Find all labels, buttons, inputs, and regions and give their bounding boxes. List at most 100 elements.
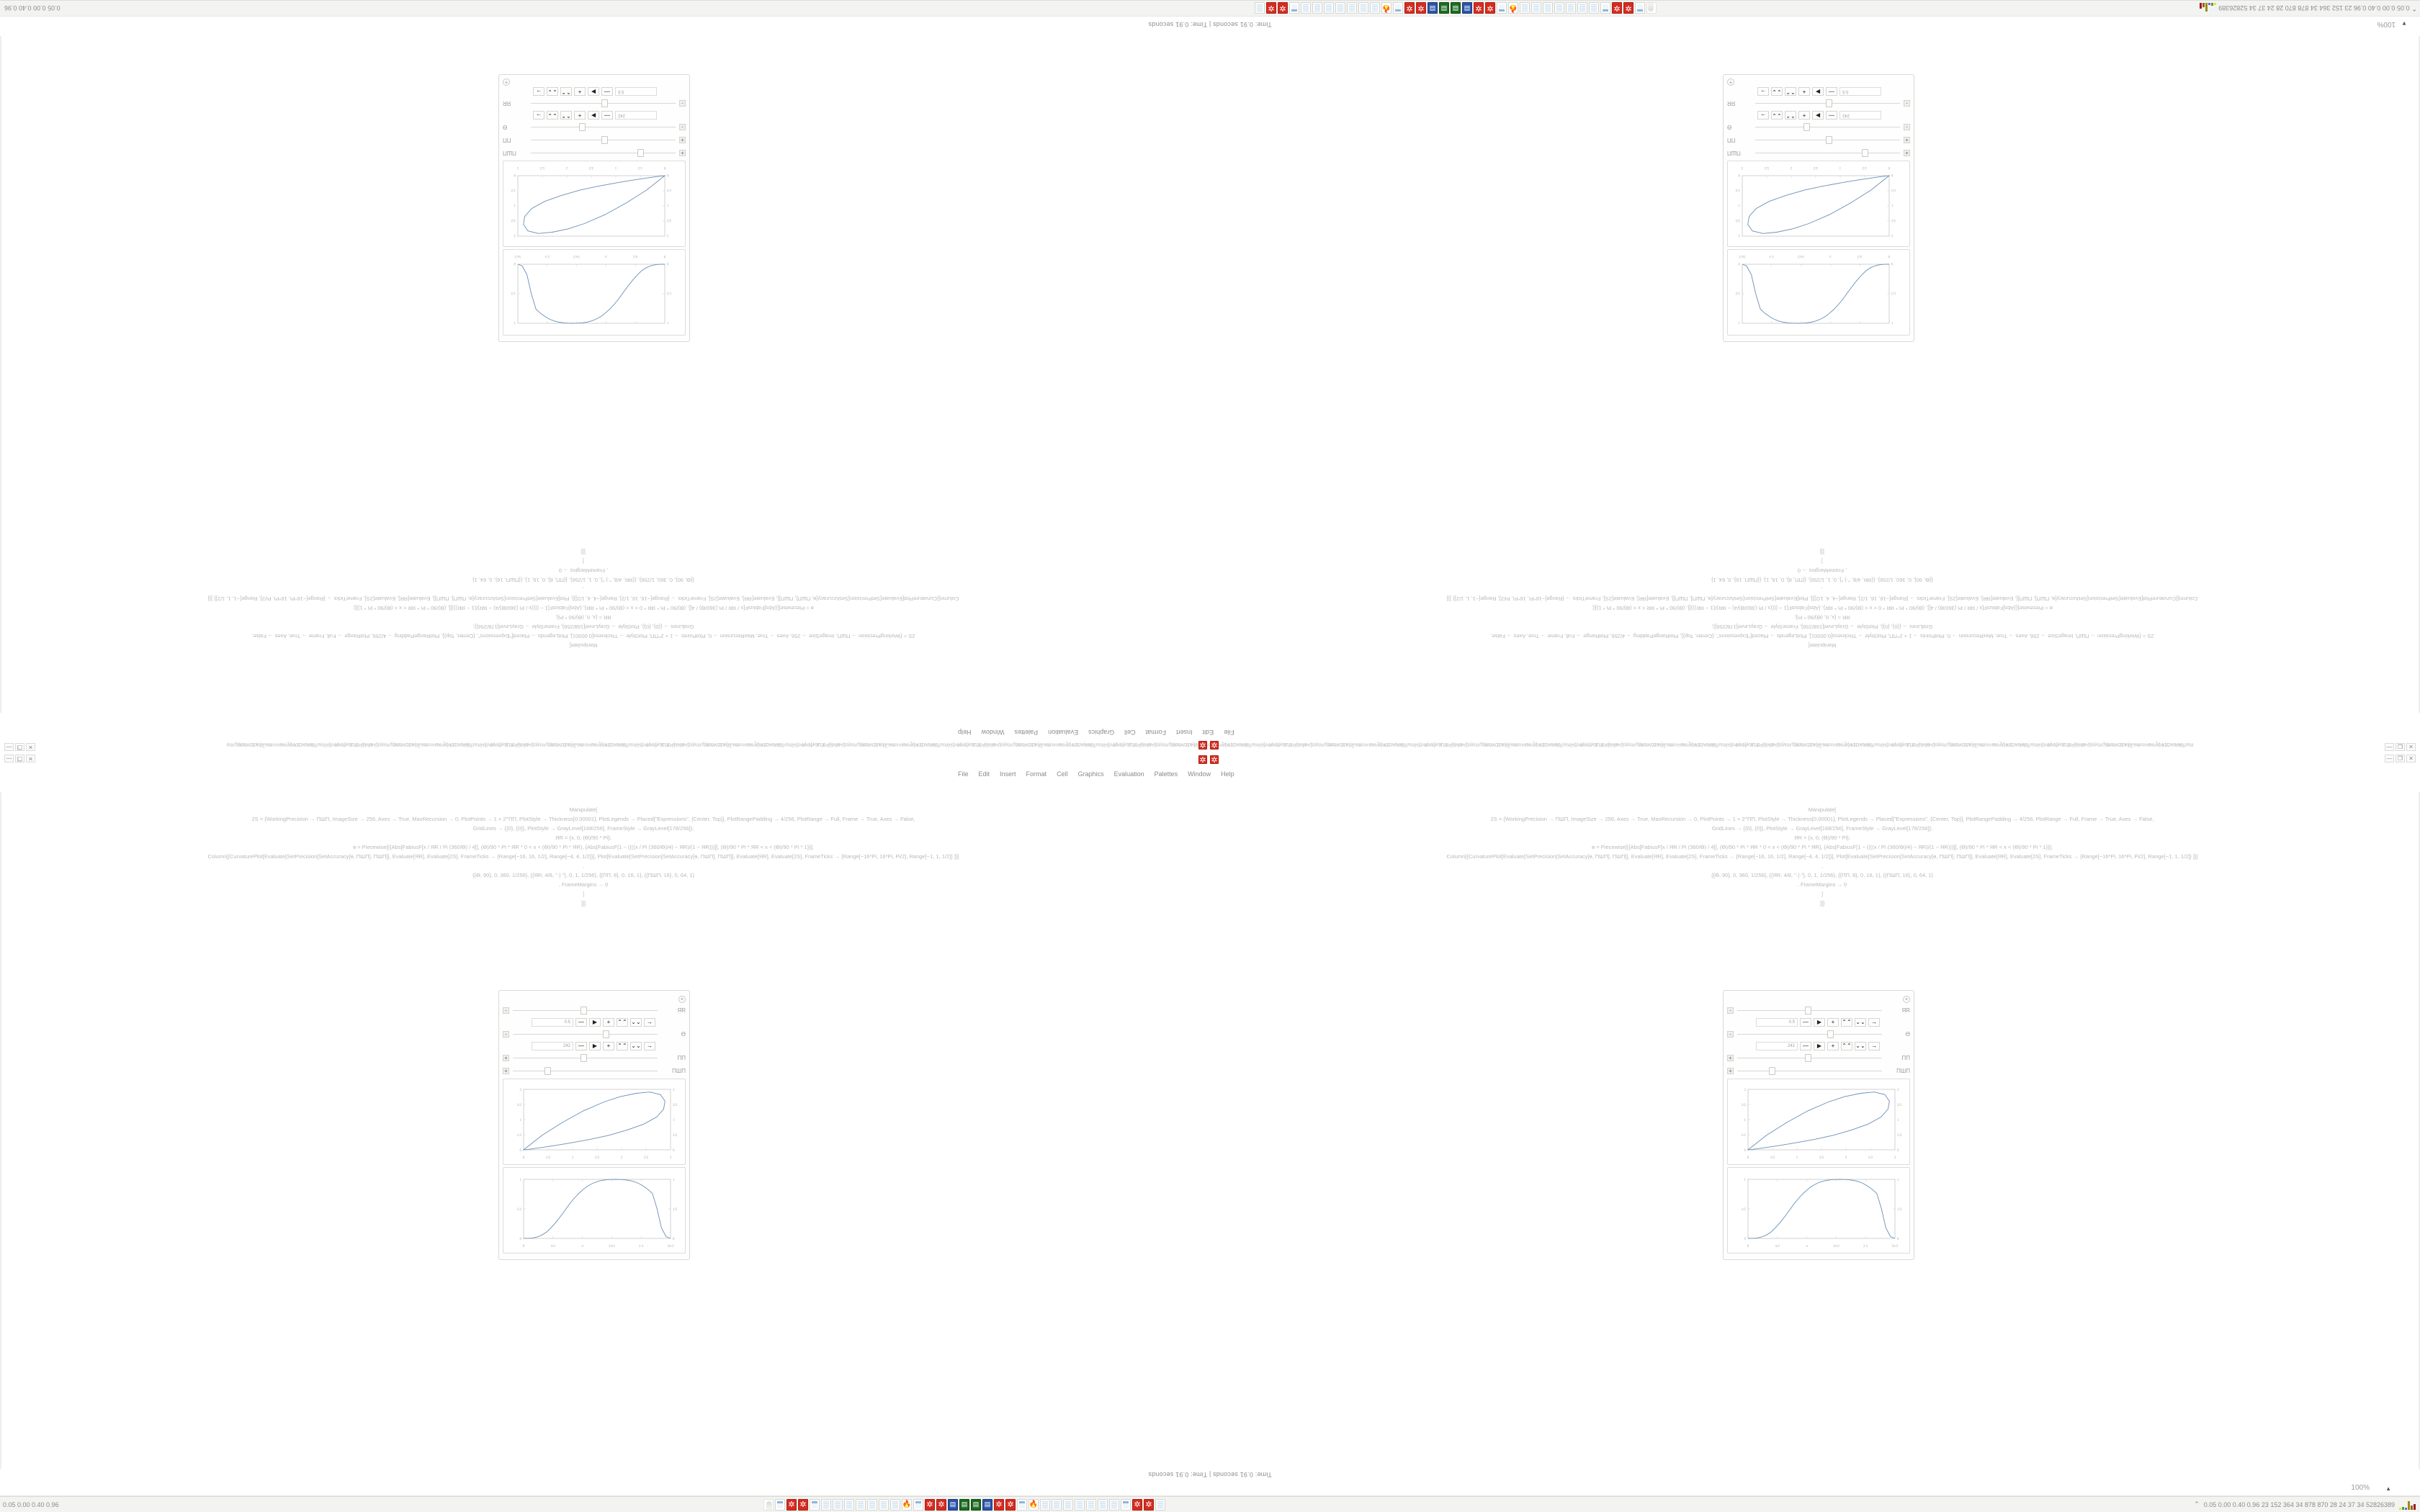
terminal-icon[interactable] (971, 1498, 981, 1511)
document-icon[interactable] (1086, 1498, 1096, 1511)
play-button-theta[interactable]: ▶ (588, 111, 599, 120)
step-up-button-rr[interactable]: ⌃⌃ (560, 87, 572, 96)
step-down-button-rr[interactable]: ⌄⌄ (630, 1018, 642, 1027)
expand-control-icon-pp[interactable]: + (679, 137, 686, 143)
code-line-0[interactable]: 2S = {WorkingPrecision → ПШП, ImageSize … (251, 633, 915, 639)
value-field-theta[interactable]: 242 (532, 1042, 573, 1050)
save-icon[interactable] (1462, 2, 1472, 14)
step-up-button-rr[interactable]: ⌃⌃ (1785, 87, 1796, 96)
code-line-2[interactable]: ЯR = {x, 0, (Ө)/90 * Pi}; (1794, 834, 1850, 841)
taskbar-bottom-system-tray[interactable]: ⌃ 0.05 0.00 0.40 0.96 23 152 364 34 878 … (2194, 1500, 2416, 1510)
menu-item-cell[interactable]: Cell (1057, 770, 1068, 778)
save-icon[interactable] (982, 1498, 992, 1511)
slider-thumb-theta[interactable] (1803, 123, 1811, 131)
code-head[interactable]: Manipulate[ (569, 642, 598, 649)
code-line-5[interactable]: , (582, 863, 585, 869)
slider-thumb-rr[interactable] (581, 1007, 588, 1014)
expand-control-icon-pwp[interactable]: + (679, 150, 686, 156)
mathematica-icon[interactable] (1132, 1498, 1142, 1511)
slider-pwp[interactable] (1755, 149, 1900, 157)
menubar[interactable]: File Edit Insert Format Cell Graphics Evaluati… (958, 770, 1234, 778)
control-row-rr[interactable]: - ЯR (503, 1005, 686, 1016)
code-line-9[interactable]: ]]] (581, 549, 586, 555)
collapse-control-icon-theta[interactable]: - (1904, 124, 1910, 130)
document-icon[interactable] (1566, 2, 1576, 14)
maximize-button[interactable]: ❐ (15, 755, 24, 762)
play-button-rr[interactable]: ▶ (1812, 87, 1824, 96)
code-block-bottom-right[interactable]: Manipulate[ 2S = {WorkingPrecision → ПШП,… (1268, 805, 2377, 908)
notebook-icon[interactable] (775, 1498, 785, 1511)
fabius-plot[interactable]: 0 π/2 π 3π/2 2 π 5π/2 0 0 1/2 1/2 1 1 (1727, 249, 1910, 336)
collapse-control-icon-theta[interactable]: - (503, 1031, 509, 1038)
menu-item-palettes[interactable]: Palettes (1154, 770, 1178, 778)
animator-row-rr[interactable]: 0.5— ▶ + ⌃⌃ ⌄⌄ → (1727, 87, 1881, 96)
mathematica-icon[interactable] (1474, 2, 1484, 14)
code-block-top-right[interactable]: Manipulate[2S = {WorkingPrecision → ПШП,… (1268, 547, 2377, 650)
close-button[interactable]: ✕ (26, 755, 35, 762)
code-block-top-left[interactable]: Manipulate[ 2S = {WorkingPrecision → ПШП,… (43, 547, 1124, 650)
code-line-5[interactable]: , (1821, 863, 1824, 869)
code-head[interactable]: Manipulate[ (1808, 806, 1837, 813)
animator-buttons-theta[interactable]: — ▶ + ⌃⌃ ⌄⌄ → (1800, 1042, 1880, 1050)
document-icon[interactable] (890, 1498, 900, 1511)
reset-button-theta[interactable]: → (1868, 1042, 1880, 1050)
slider-pwp[interactable] (1737, 1067, 1882, 1075)
plus-circle-icon[interactable]: + (503, 78, 510, 86)
increment-button-rr[interactable]: + (1827, 1018, 1839, 1027)
step-up-button-theta[interactable]: ⌃⌃ (1785, 111, 1796, 120)
slider-thumb-pwp[interactable] (637, 149, 644, 157)
close-button[interactable]: ✕ (2406, 743, 2416, 751)
slider-rr[interactable] (531, 99, 676, 107)
value-field-rr[interactable]: 0.5 (1839, 87, 1881, 96)
reset-button-theta[interactable]: → (644, 1042, 655, 1050)
code-line-4[interactable]: Column[{CurvaturePlot[Evaluate[SetPrecis… (207, 595, 959, 602)
mathematica-icon[interactable] (1210, 741, 1219, 750)
code-line-1[interactable]: GridLines → {{0}, {0}}, PlotStyle → Gray… (1711, 624, 1933, 630)
decrement-button-theta[interactable]: — (1800, 1042, 1811, 1050)
expand-control-icon-pp[interactable]: + (1904, 137, 1910, 143)
code-head[interactable]: Manipulate[ (1808, 642, 1837, 649)
animator-buttons-theta[interactable]: — ▶ + ⌃⌃ ⌄⌄ → (1757, 111, 1837, 120)
curvature-plot[interactable]: 0 1/2 1 3/2 2 5/2 3 0 0 1/2 1/2 1 1 3/2 3/2 2 2 (503, 161, 686, 247)
terminal-icon[interactable] (1451, 2, 1461, 14)
menubar-mirrored[interactable]: File Edit Insert Format Cell Graphics Evaluati… (958, 729, 1234, 736)
menu-item-file[interactable]: File (958, 770, 969, 778)
slider-thumb-pp[interactable] (1825, 136, 1832, 144)
value-field-rr[interactable]: 0.5 (615, 87, 657, 96)
close-button[interactable]: ✕ (2406, 755, 2416, 762)
increment-button-rr[interactable]: + (603, 1018, 614, 1027)
increment-button-theta[interactable]: + (574, 111, 586, 120)
manipulate-panel-bottom-left[interactable]: + - ЯR 0.5— ▶ + ⌃⌃ ⌄⌄ → - Ө 242— ▶ + ⌃⌃ ⌄⌄ → + ПП + ПШП … (498, 990, 690, 1260)
controls-area[interactable]: - ЯR 0.5— ▶ + ⌃⌃ ⌄⌄ → - Ө 242— ▶ + ⌃⌃ ⌄⌄ → + ПП + ПШП (503, 1005, 686, 1076)
increment-button-theta[interactable]: + (1827, 1042, 1839, 1050)
mathematica-icon[interactable] (936, 1498, 946, 1511)
code-line-0[interactable]: 2S = {WorkingPrecision → ПШП, ImageSize … (1490, 816, 2154, 822)
mathematica-icon[interactable] (1416, 2, 1426, 14)
firefox-icon[interactable] (1381, 2, 1392, 14)
slider-thumb-theta[interactable] (579, 123, 586, 131)
code-line-0[interactable]: 2S = {WorkingPrecision → ПШП, ImageSize … (251, 816, 915, 822)
step-down-button-theta[interactable]: ⌄⌄ (630, 1042, 642, 1050)
control-row-pp[interactable]: + ПП (503, 1053, 686, 1063)
step-down-button-rr[interactable]: ⌄⌄ (1855, 1018, 1866, 1027)
control-row-theta[interactable]: - Ө (503, 122, 686, 132)
code-line-6[interactable]: {{Ө, 90}, 0, 360, 1/256}, {{ЯR, 4/8, "·|… (1711, 872, 1933, 878)
mathematica-icon[interactable] (994, 1498, 1004, 1511)
slider-thumb-rr[interactable] (1805, 1007, 1812, 1014)
notebook-icon[interactable] (1017, 1498, 1027, 1511)
slider-pp[interactable] (1737, 1054, 1882, 1062)
menu-item-file[interactable]: File (1224, 729, 1234, 736)
reset-button-rr[interactable]: → (533, 87, 544, 96)
animator-row-theta[interactable]: 242— ▶ + ⌃⌃ ⌄⌄ → (503, 111, 657, 120)
notebook-icon[interactable] (1289, 2, 1299, 14)
manipulate-panel-bottom-right[interactable]: + - ЯR 0.5— ▶ + ⌃⌃ ⌄⌄ → - Ө 242— ▶ + ⌃⌃ ⌄⌄ → + ПП + ПШП … (1723, 990, 1914, 1260)
document-icon[interactable] (1358, 2, 1368, 14)
slider-theta[interactable] (513, 1030, 658, 1038)
eval-markers-bottom[interactable] (1198, 755, 1219, 764)
animator-row-theta[interactable]: 242— ▶ + ⌃⌃ ⌄⌄ → (1727, 111, 1881, 120)
slider-thumb-pp[interactable] (581, 1054, 588, 1062)
value-field-theta[interactable]: 242 (1839, 111, 1881, 120)
expand-control-icon-pp[interactable]: + (1727, 1055, 1734, 1061)
code-line-7[interactable]: , FrameMargins → 0 (558, 881, 609, 888)
document-icon[interactable] (1312, 2, 1322, 14)
